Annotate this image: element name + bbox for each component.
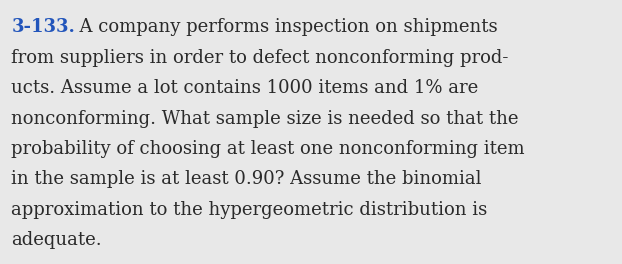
Text: in the sample is at least 0.90? Assume the binomial: in the sample is at least 0.90? Assume t… (11, 170, 481, 188)
Text: adequate.: adequate. (11, 231, 102, 249)
Text: A company performs inspection on shipments: A company performs inspection on shipmen… (68, 18, 498, 36)
Text: from suppliers in order to defect nonconforming prod-: from suppliers in order to defect noncon… (11, 49, 509, 67)
Text: approximation to the hypergeometric distribution is: approximation to the hypergeometric dist… (11, 201, 488, 219)
Text: 3-133.: 3-133. (11, 18, 75, 36)
Text: probability of choosing at least one nonconforming item: probability of choosing at least one non… (11, 140, 525, 158)
Text: nonconforming. What sample size is needed so that the: nonconforming. What sample size is neede… (11, 110, 519, 128)
Text: ucts. Assume a lot contains 1000 items and 1% are: ucts. Assume a lot contains 1000 items a… (11, 79, 478, 97)
